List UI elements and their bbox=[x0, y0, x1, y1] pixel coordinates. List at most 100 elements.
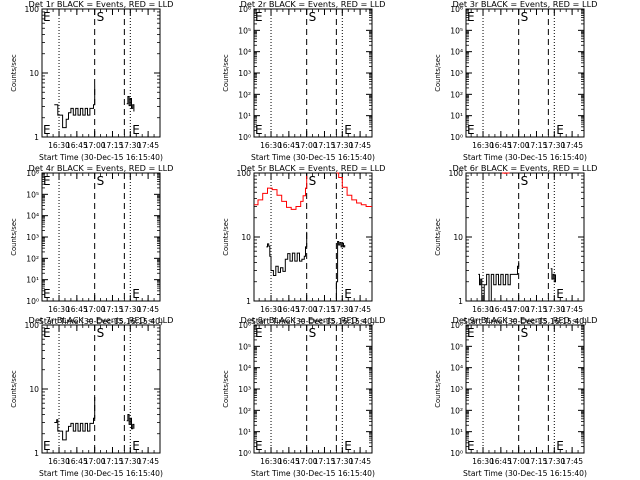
marker-label: S bbox=[97, 174, 105, 188]
x-tick-label: 17:15 bbox=[314, 141, 336, 150]
x-tick-label: 17:30 bbox=[331, 141, 353, 150]
x-tick-label: 17:45 bbox=[349, 141, 371, 150]
y-axis-label: Counts/sec bbox=[434, 370, 442, 408]
marker-label: E bbox=[132, 287, 140, 301]
edge-label: E bbox=[255, 123, 263, 137]
marker-label: E bbox=[556, 287, 564, 301]
edge-label: E bbox=[467, 123, 475, 137]
edge-label: E bbox=[43, 439, 51, 453]
chart-panel-5: Det 5r BLACK = Events, RED = LLD Start Ti… bbox=[222, 163, 385, 326]
marker-label: E bbox=[132, 439, 140, 453]
edge-label: E bbox=[43, 10, 51, 24]
y-tick-label: 10⁶ bbox=[238, 5, 251, 14]
x-tick-label: 17:30 bbox=[543, 457, 565, 466]
y-tick-label: 10³ bbox=[238, 69, 251, 78]
series-line-1 bbox=[54, 397, 96, 441]
x-tick-label: 17:15 bbox=[102, 457, 124, 466]
y-tick-label: 10⁴ bbox=[26, 212, 39, 221]
y-tick-label: 10⁴ bbox=[238, 364, 251, 373]
x-axis-label: Start Time (30-Dec-15 16:15:40) bbox=[39, 317, 163, 326]
chart-title: Det 4r BLACK = Events, RED = LLD bbox=[29, 163, 174, 173]
series-line-2 bbox=[478, 261, 520, 302]
x-tick-label: 17:00 bbox=[84, 457, 106, 466]
chart-panel-3: Det 3r BLACK = Events, RED = LLD Start Ti… bbox=[434, 0, 597, 162]
chart-panel-4: Det 4r BLACK = Events, RED = LLD Start Ti… bbox=[10, 163, 173, 326]
y-axis-label: Counts/sec bbox=[434, 54, 442, 92]
y-axis-label: Counts/sec bbox=[222, 370, 230, 408]
marker-label: S bbox=[521, 326, 529, 340]
x-tick-label: 17:15 bbox=[314, 305, 336, 314]
y-tick-label: 10² bbox=[238, 90, 251, 99]
x-tick-label: 17:30 bbox=[331, 457, 353, 466]
y-tick-label: 10³ bbox=[450, 385, 463, 394]
x-tick-label: 17:30 bbox=[119, 141, 141, 150]
x-tick-label: 17:30 bbox=[119, 305, 141, 314]
y-tick-label: 10⁶ bbox=[450, 5, 463, 14]
chart-title: Det 2r BLACK = Events, RED = LLD bbox=[241, 0, 386, 9]
y-tick-label: 10² bbox=[450, 90, 463, 99]
y-axis-label: Counts/sec bbox=[434, 218, 442, 256]
y-tick-label: 10⁶ bbox=[26, 169, 39, 178]
x-tick-label: 16:45 bbox=[490, 305, 512, 314]
x-tick-label: 17:15 bbox=[526, 141, 548, 150]
edge-label: E bbox=[255, 10, 263, 24]
chart-panel-1: Det 1r BLACK = Events, RED = LLD Start Ti… bbox=[10, 0, 173, 162]
marker-label: E bbox=[344, 123, 352, 137]
x-tick-label: 17:45 bbox=[349, 305, 371, 314]
chart-title: Det 8r BLACK = Events, RED = LLD bbox=[241, 315, 386, 325]
x-tick-label: 17:15 bbox=[526, 457, 548, 466]
edge-label: E bbox=[255, 439, 263, 453]
series-line-2 bbox=[336, 172, 372, 207]
x-tick-label: 17:00 bbox=[508, 457, 530, 466]
y-tick-label: 10⁵ bbox=[26, 190, 39, 199]
series-line-1 bbox=[254, 175, 308, 210]
chart-title: Det 7r BLACK = Events, RED = LLD bbox=[29, 315, 174, 325]
x-tick-label: 16:45 bbox=[278, 305, 300, 314]
y-tick-label: 10⁰ bbox=[238, 449, 251, 458]
marker-label: S bbox=[521, 174, 529, 188]
y-tick-label: 10¹ bbox=[238, 428, 251, 437]
y-tick-label: 10 bbox=[29, 385, 39, 394]
x-tick-label: 16:30 bbox=[48, 141, 70, 150]
marker-label: S bbox=[309, 10, 317, 24]
marker-label: E bbox=[132, 123, 140, 137]
y-axis-label: Counts/sec bbox=[10, 370, 18, 408]
series-line-2 bbox=[126, 414, 135, 430]
chart-title: Det 6r BLACK = Events, RED = LLD bbox=[453, 163, 598, 173]
chart-panel-2: Det 2r BLACK = Events, RED = LLD Start Ti… bbox=[222, 0, 385, 162]
edge-label: E bbox=[255, 326, 263, 340]
x-tick-label: 17:30 bbox=[543, 305, 565, 314]
y-tick-label: 10⁵ bbox=[238, 26, 251, 35]
y-tick-label: 10⁵ bbox=[238, 342, 251, 351]
y-tick-label: 10¹ bbox=[450, 428, 463, 437]
x-tick-label: 17:00 bbox=[296, 305, 318, 314]
edge-label: E bbox=[43, 326, 51, 340]
y-tick-label: 10⁵ bbox=[450, 342, 463, 351]
x-axis-label: Start Time (30-Dec-15 16:15:40) bbox=[251, 317, 375, 326]
x-axis-label: Start Time (30-Dec-15 16:15:40) bbox=[463, 317, 587, 326]
x-tick-label: 16:45 bbox=[278, 141, 300, 150]
plot-frame bbox=[253, 8, 373, 138]
x-tick-label: 17:00 bbox=[508, 141, 530, 150]
x-axis-label: Start Time (30-Dec-15 16:15:40) bbox=[39, 153, 163, 162]
edge-label: E bbox=[43, 287, 51, 301]
marker-label: S bbox=[97, 326, 105, 340]
x-tick-label: 17:30 bbox=[331, 305, 353, 314]
y-tick-label: 10⁵ bbox=[450, 26, 463, 35]
series-line-2 bbox=[126, 96, 135, 112]
x-axis-label: Start Time (30-Dec-15 16:15:40) bbox=[463, 153, 587, 162]
x-tick-label: 16:30 bbox=[472, 141, 494, 150]
y-tick-label: 10⁴ bbox=[238, 48, 251, 57]
plot-frame bbox=[253, 172, 373, 302]
series-line-3 bbox=[266, 231, 308, 276]
marker-label: S bbox=[521, 10, 529, 24]
y-tick-label: 1 bbox=[458, 297, 463, 306]
y-tick-label: 10⁶ bbox=[238, 321, 251, 330]
y-tick-label: 10 bbox=[241, 233, 251, 242]
marker-label: E bbox=[556, 123, 564, 137]
series-line-3 bbox=[550, 268, 556, 283]
y-tick-label: 10³ bbox=[238, 385, 251, 394]
